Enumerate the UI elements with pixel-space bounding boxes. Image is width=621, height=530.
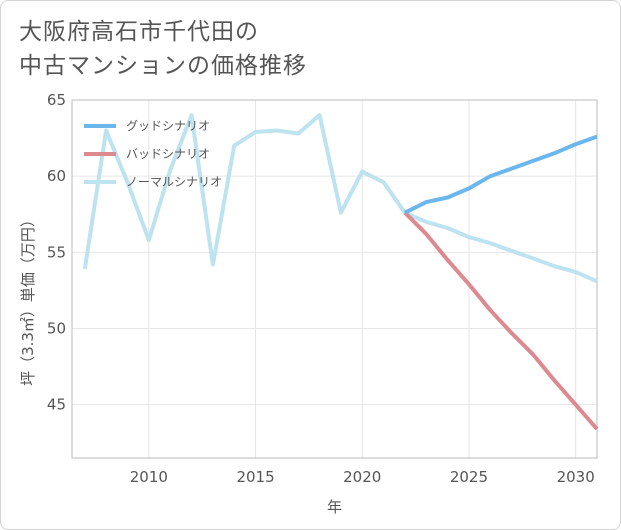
y-tick-label: 55	[47, 243, 66, 261]
y-axis-label: 坪（3.3㎡）単価（万円）	[19, 212, 37, 386]
y-tick-label: 65	[47, 91, 66, 109]
chart-title: 大阪府高石市千代田の 中古マンションの価格推移	[19, 15, 307, 83]
x-tick-label: 2025	[450, 468, 488, 486]
series-line-1	[403, 211, 599, 431]
chart-title-line-2: 中古マンションの価格推移	[19, 53, 307, 79]
legend-label-2: ノーマルシナリオ	[126, 175, 222, 189]
y-tick-label: 45	[47, 396, 66, 414]
y-tick-label: 60	[47, 167, 66, 185]
x-tick-label: 2020	[343, 468, 381, 486]
y-tick-label: 50	[47, 320, 66, 338]
plot-frame	[71, 99, 598, 459]
tick-labels: 2010 2015 2020 2025 2030 45 50 55 60 65	[47, 91, 595, 486]
x-tick-label: 2015	[236, 468, 274, 486]
series-line-2	[82, 113, 598, 284]
chart-title-line-1: 大阪府高石市千代田の	[19, 19, 259, 45]
x-tick-label: 2030	[557, 468, 595, 486]
x-tick-label: 2010	[130, 468, 168, 486]
legend-label-1: バッドシナリオ	[126, 147, 210, 161]
series-layer	[82, 113, 599, 431]
legend-label-0: グッドシナリオ	[126, 119, 210, 133]
x-axis-label: 年	[327, 498, 342, 516]
series-line-0	[404, 134, 598, 215]
